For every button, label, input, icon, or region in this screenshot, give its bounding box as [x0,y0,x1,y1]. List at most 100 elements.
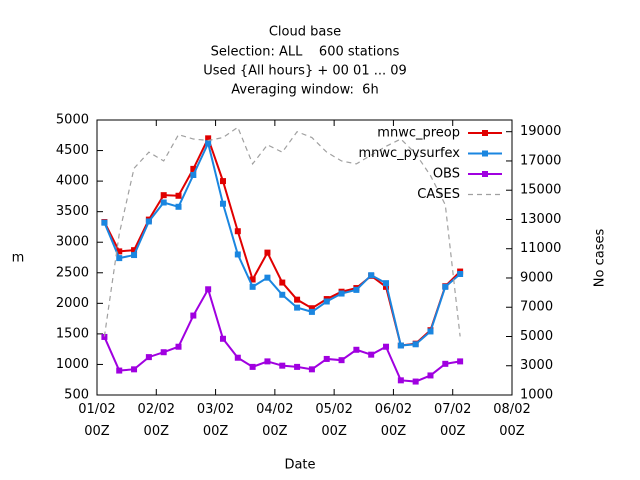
legend-marker [482,130,488,136]
title-line: Cloud base [269,25,341,40]
y2-tick-label: 3000 [520,358,553,373]
y2-tick-label: 9000 [520,270,553,285]
x-tick-label: 01/02 00Z [78,402,116,439]
point-marker [190,172,197,178]
series-line [103,135,461,347]
point-marker [383,343,390,350]
y-tick-label: 500 [64,388,89,403]
y2-tick-label: 17000 [520,153,561,168]
point-marker [131,366,138,373]
y-tick-label: 4000 [56,174,89,189]
point-marker [279,362,286,369]
point-marker [131,252,138,259]
legend-marker [482,171,488,177]
x-tick-label: 04/02 00Z [256,402,294,439]
y2-tick-label: 11000 [520,241,561,256]
point-marker [175,192,182,199]
point-marker [205,140,212,147]
legend-label: CASES [417,187,460,202]
y2-tick-label: 13000 [520,212,561,227]
legend-label: mnwc_pysurfex [358,146,460,161]
plot-border [96,119,513,396]
point-marker [427,328,434,335]
point-marker [368,351,375,358]
point-marker [442,360,449,367]
title-line: Selection: ALL 600 stations [211,45,400,60]
point-marker [264,358,271,365]
point-marker [279,279,286,286]
point-marker [323,355,330,362]
y2-tick-label: 7000 [520,300,553,315]
point-marker [219,200,226,207]
x-axis-label: Date [284,458,315,473]
y2-tick-label: 1000 [520,388,553,403]
y-tick-label: 1000 [56,357,89,372]
x-tick-label: 03/02 00Z [196,402,235,439]
point-marker [219,335,226,342]
point-marker [308,305,315,312]
point-marker [205,286,212,293]
point-marker [116,255,123,262]
point-marker [160,349,167,356]
y-tick-label: 1500 [56,326,89,341]
legend-label: mnwc_preop [377,126,460,141]
point-marker [294,304,301,311]
title-line: Averaging window: 6h [231,83,378,98]
point-marker [249,283,256,290]
point-marker [353,346,360,353]
point-marker [412,341,419,348]
y2-tick-label: 5000 [520,329,553,344]
y-tick-label: 3000 [56,235,89,250]
title-line: Used {All hours} + 00 01 ... 09 [203,64,407,79]
point-marker [160,192,167,199]
point-marker [294,296,301,303]
y-axis-label: m [12,251,25,266]
point-marker [131,247,138,254]
point-marker [338,357,345,364]
point-marker [190,165,197,172]
y-tick-label: 2500 [56,265,89,280]
y-tick-label: 3500 [56,204,89,219]
y2-tick-label: 19000 [520,124,561,139]
x-tick-label: 08/02 00Z [493,402,531,439]
point-marker [219,178,226,185]
point-marker [101,333,108,340]
point-marker [353,286,360,293]
point-marker [308,366,315,373]
y-tick-label: 5000 [56,113,89,128]
point-marker [279,291,286,298]
point-marker [175,343,182,350]
point-marker [145,354,152,361]
point-marker [397,342,404,349]
point-marker [323,298,330,305]
legend-marker [482,150,488,157]
point-marker [397,377,404,384]
point-marker [412,378,419,385]
point-marker [249,363,256,370]
y2-axis-label: No cases [593,229,608,288]
legend-label: OBS [433,167,460,182]
x-tick-label: 05/02 00Z [315,402,353,439]
point-marker [294,363,301,370]
point-marker [190,312,197,319]
point-marker [116,367,123,374]
x-tick-label: 07/02 00Z [433,402,472,439]
point-marker [308,308,315,315]
point-marker [457,271,464,277]
point-marker [338,290,345,297]
point-marker [442,283,449,290]
series-line [103,140,461,347]
point-marker [427,372,434,379]
point-marker [145,218,152,225]
series-line [103,126,461,337]
y-tick-label: 4500 [56,143,89,158]
point-marker [264,274,271,281]
point-marker [101,219,108,226]
x-tick-label: 02/02 00Z [137,402,176,439]
point-marker [205,135,212,142]
point-marker [234,251,241,258]
point-marker [234,228,241,235]
point-marker [383,280,390,287]
point-marker [234,354,241,361]
